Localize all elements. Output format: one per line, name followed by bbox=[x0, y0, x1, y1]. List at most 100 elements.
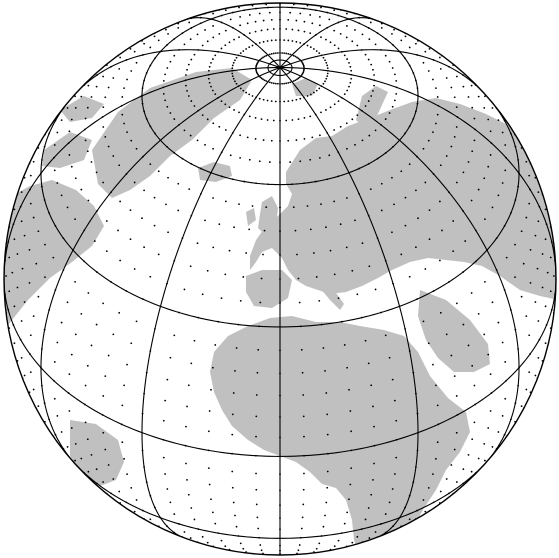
grid-dot bbox=[207, 69, 210, 72]
land-italy bbox=[318, 276, 344, 310]
grid-dot bbox=[173, 54, 176, 57]
grid-dot bbox=[287, 18, 290, 21]
grid-dot bbox=[312, 252, 315, 254]
grid-dot bbox=[218, 223, 221, 226]
grid-dot bbox=[296, 78, 298, 81]
grid-dot bbox=[255, 472, 257, 475]
grid-dot bbox=[504, 144, 507, 146]
grid-dot bbox=[28, 248, 31, 251]
grid-dot bbox=[432, 131, 434, 134]
grid-dot bbox=[80, 95, 83, 98]
grid-dot bbox=[218, 32, 221, 35]
grid-dot bbox=[537, 356, 540, 359]
grid-dot bbox=[309, 93, 312, 96]
grid-dot bbox=[121, 96, 124, 98]
grid-dot bbox=[210, 388, 212, 391]
grid-dot bbox=[183, 129, 186, 132]
grid-dot bbox=[404, 224, 407, 227]
grid-dot bbox=[408, 518, 411, 521]
grid-dot bbox=[497, 431, 500, 433]
grid-dot bbox=[534, 374, 537, 377]
grid-dot bbox=[220, 539, 223, 542]
grid-dot bbox=[104, 448, 107, 451]
grid-dot bbox=[190, 100, 193, 102]
grid-dot bbox=[346, 12, 348, 15]
grid-dot bbox=[211, 366, 214, 369]
meridian-line bbox=[279, 17, 377, 68]
grid-dot bbox=[369, 188, 372, 191]
grid-dot bbox=[189, 537, 192, 539]
grid-dot bbox=[356, 293, 359, 296]
grid-dot bbox=[235, 56, 238, 59]
grid-dot bbox=[102, 395, 105, 397]
grid-dot bbox=[384, 513, 387, 515]
grid-dot bbox=[354, 29, 356, 31]
grid-dot bbox=[260, 77, 263, 80]
grid-dot bbox=[190, 362, 193, 365]
grid-dot bbox=[497, 119, 500, 122]
grid-dot bbox=[130, 486, 133, 489]
meridian-line bbox=[279, 49, 486, 95]
grid-dot bbox=[351, 269, 354, 272]
grid-dot bbox=[260, 57, 263, 60]
grid-dot bbox=[189, 265, 192, 268]
grid-dot bbox=[326, 75, 329, 78]
grid-dot bbox=[70, 165, 73, 168]
grid-dot bbox=[546, 271, 549, 274]
grid-dot bbox=[333, 273, 336, 276]
grid-dot bbox=[107, 145, 110, 148]
grid-dot bbox=[400, 170, 403, 173]
grid-dot bbox=[119, 200, 122, 203]
grid-dot bbox=[238, 203, 240, 206]
grid-dot bbox=[121, 404, 124, 407]
grid-dot bbox=[231, 64, 234, 67]
grid-dot bbox=[84, 117, 87, 120]
grid-dot bbox=[70, 427, 73, 429]
grid-dot bbox=[60, 194, 63, 197]
grid-dot bbox=[372, 89, 374, 92]
grid-dot bbox=[484, 218, 486, 221]
grid-dot bbox=[343, 54, 346, 57]
grid-dot bbox=[320, 111, 322, 114]
grid-dot bbox=[297, 118, 300, 121]
grid-dot bbox=[337, 539, 340, 542]
grid-dot bbox=[351, 541, 354, 544]
grid-dot bbox=[183, 531, 186, 533]
grid-dot bbox=[112, 333, 115, 336]
grid-dot bbox=[87, 84, 90, 87]
grid-dot bbox=[239, 299, 242, 302]
grid-dot bbox=[255, 68, 257, 71]
grid-dot bbox=[129, 238, 132, 241]
grid-dot bbox=[259, 301, 262, 304]
grid-dot bbox=[541, 253, 544, 255]
grid-dot bbox=[329, 106, 332, 109]
grid-dot bbox=[537, 191, 540, 194]
grid-dot bbox=[207, 77, 210, 80]
grid-dot bbox=[415, 189, 417, 192]
grid-dot bbox=[66, 301, 69, 304]
grid-dot bbox=[256, 371, 259, 374]
grid-dot bbox=[329, 41, 332, 44]
grid-dot bbox=[349, 483, 352, 486]
grid-dot bbox=[187, 384, 190, 387]
grid-dot bbox=[417, 217, 419, 220]
grid-dot bbox=[258, 160, 261, 163]
grid-dot bbox=[306, 95, 309, 97]
grid-dot bbox=[428, 238, 431, 241]
grid-dot bbox=[281, 52, 283, 54]
grid-dot bbox=[16, 253, 19, 255]
grid-dot bbox=[87, 199, 90, 202]
grid-dot bbox=[455, 75, 458, 78]
grid-dot bbox=[118, 164, 121, 167]
grid-dot bbox=[303, 66, 305, 68]
meridian-line bbox=[40, 67, 281, 462]
grid-dot bbox=[245, 252, 248, 254]
grid-dot bbox=[435, 384, 437, 387]
grid-dot bbox=[165, 203, 167, 206]
grid-dot bbox=[224, 44, 227, 47]
grid-dot bbox=[491, 446, 494, 448]
grid-dot bbox=[470, 84, 473, 87]
grid-dot bbox=[107, 86, 110, 89]
land-eurasia bbox=[250, 98, 556, 300]
